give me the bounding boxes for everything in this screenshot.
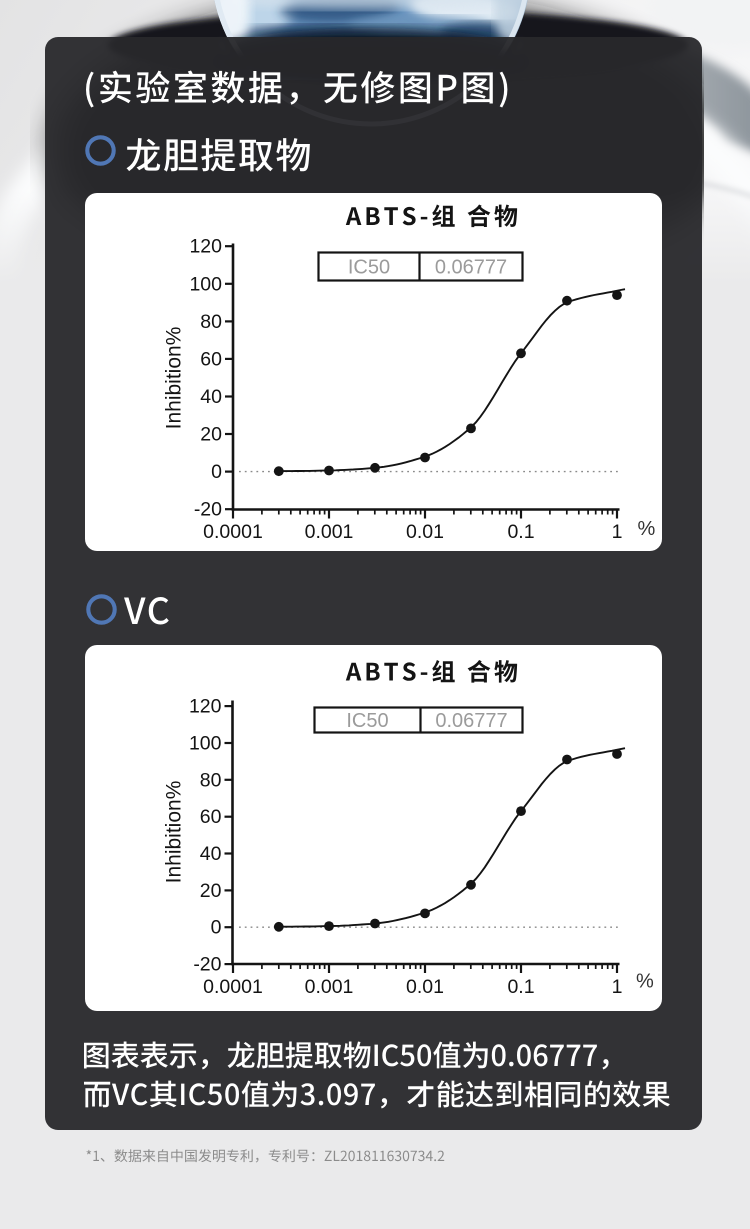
svg-text:20: 20: [200, 424, 222, 446]
svg-text:100: 100: [189, 733, 222, 755]
svg-text:0.001: 0.001: [305, 521, 354, 543]
svg-text:1: 1: [612, 976, 623, 998]
svg-text:-20: -20: [193, 954, 221, 976]
svg-text:80: 80: [200, 311, 222, 333]
svg-text:0: 0: [211, 461, 222, 483]
svg-text:0.0001: 0.0001: [203, 976, 263, 998]
svg-text:0.1: 0.1: [507, 976, 534, 998]
svg-text:-20: -20: [194, 499, 222, 521]
svg-text:0.01: 0.01: [406, 976, 444, 998]
svg-text:0.0001: 0.0001: [203, 521, 263, 543]
svg-text:0.001: 0.001: [305, 976, 354, 998]
svg-text:100: 100: [189, 273, 222, 295]
svg-text:40: 40: [200, 386, 222, 408]
svg-text:20: 20: [200, 880, 222, 902]
svg-text:IC50: IC50: [348, 257, 390, 279]
svg-text:120: 120: [189, 236, 222, 258]
svg-text:120: 120: [189, 696, 222, 718]
svg-text:%: %: [638, 518, 656, 540]
svg-text:80: 80: [200, 769, 222, 791]
svg-text:Inhibition%: Inhibition%: [163, 781, 186, 884]
svg-text:0.1: 0.1: [507, 521, 534, 543]
svg-text:%: %: [636, 971, 654, 993]
svg-text:40: 40: [200, 843, 222, 865]
svg-text:60: 60: [200, 348, 222, 370]
svg-text:0: 0: [211, 917, 222, 939]
svg-text:Inhibition%: Inhibition%: [163, 327, 186, 430]
svg-text:IC50: IC50: [346, 710, 388, 732]
svg-text:0.01: 0.01: [406, 521, 444, 543]
svg-text:60: 60: [200, 806, 222, 828]
svg-text:1: 1: [612, 521, 623, 543]
svg-text:0.06777: 0.06777: [435, 710, 507, 732]
svg-text:0.06777: 0.06777: [435, 257, 507, 279]
